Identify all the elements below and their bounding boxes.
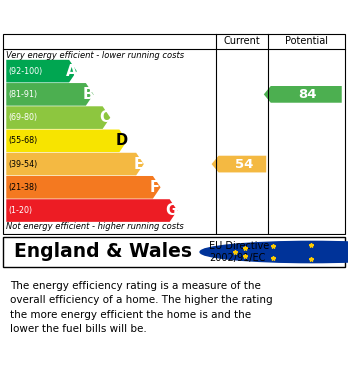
Polygon shape [264, 86, 342, 103]
Text: 54: 54 [235, 158, 253, 170]
Text: (1-20): (1-20) [8, 206, 32, 215]
Text: Potential: Potential [285, 36, 328, 46]
Text: EU Directive
2002/91/EC: EU Directive 2002/91/EC [209, 241, 269, 263]
Polygon shape [6, 129, 127, 152]
Text: (55-68): (55-68) [8, 136, 37, 145]
Polygon shape [6, 106, 110, 129]
Text: (21-38): (21-38) [8, 183, 37, 192]
Text: E: E [133, 156, 143, 172]
Text: Very energy efficient - lower running costs: Very energy efficient - lower running co… [6, 51, 184, 60]
Text: England & Wales: England & Wales [14, 242, 192, 262]
Polygon shape [6, 60, 77, 83]
Text: The energy efficiency rating is a measure of the
overall efficiency of a home. T: The energy efficiency rating is a measur… [10, 281, 273, 334]
Text: G: G [166, 203, 178, 218]
Text: Current: Current [223, 36, 260, 46]
Text: (92-100): (92-100) [8, 66, 42, 75]
Text: C: C [99, 110, 110, 125]
Text: F: F [150, 180, 160, 195]
Text: (69-80): (69-80) [8, 113, 37, 122]
Text: (39-54): (39-54) [8, 160, 37, 169]
Text: Energy Efficiency Rating: Energy Efficiency Rating [10, 9, 232, 24]
Polygon shape [6, 153, 144, 176]
Polygon shape [212, 156, 266, 172]
Text: A: A [65, 64, 77, 79]
Polygon shape [6, 176, 160, 199]
Text: (81-91): (81-91) [8, 90, 37, 99]
Text: 84: 84 [299, 88, 317, 101]
Polygon shape [6, 83, 94, 106]
Circle shape [200, 241, 348, 263]
Text: B: B [82, 87, 94, 102]
Text: D: D [116, 133, 128, 148]
Text: Not energy efficient - higher running costs: Not energy efficient - higher running co… [6, 222, 184, 231]
Polygon shape [6, 199, 177, 222]
